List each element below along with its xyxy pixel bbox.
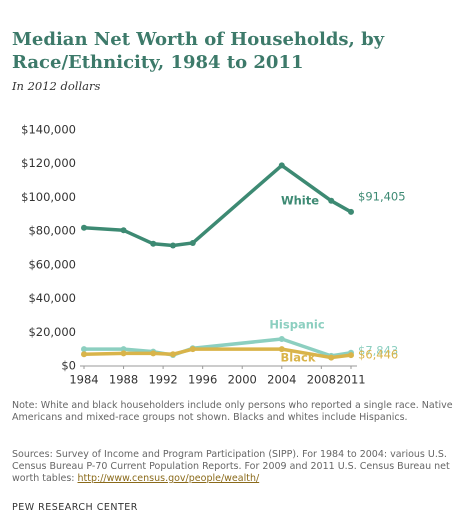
data-point bbox=[348, 208, 354, 215]
y-tick-label: $20,000 bbox=[28, 325, 76, 339]
x-tick-label: 1988 bbox=[109, 373, 138, 387]
data-point bbox=[278, 346, 285, 353]
data-point bbox=[81, 346, 87, 353]
data-point bbox=[189, 239, 196, 246]
x-tick-label: 1996 bbox=[188, 373, 217, 387]
data-point bbox=[120, 227, 127, 234]
x-tick-label: 2004 bbox=[267, 373, 296, 387]
value-label: $7,843 bbox=[358, 343, 398, 357]
footer: PEW RESEARCH CENTER bbox=[12, 502, 138, 513]
x-tick-label: 1984 bbox=[69, 373, 98, 387]
series-label: Black bbox=[281, 351, 316, 365]
data-point bbox=[189, 346, 196, 353]
note: Note: White and black householders inclu… bbox=[12, 400, 453, 423]
data-point bbox=[278, 336, 285, 343]
y-tick-label: $100,000 bbox=[21, 190, 76, 204]
y-tick-label: $140,000 bbox=[21, 123, 76, 137]
data-point bbox=[328, 197, 335, 204]
data-point bbox=[328, 354, 335, 361]
y-tick-label: $0 bbox=[61, 359, 76, 373]
data-point bbox=[150, 350, 157, 357]
sources: Sources: Survey of Income and Program Pa… bbox=[12, 449, 458, 485]
x-tick-label: 1992 bbox=[148, 373, 177, 387]
series-label: Hispanic bbox=[269, 318, 325, 332]
chart-title: Median Net Worth of Households, by Race/… bbox=[12, 29, 385, 73]
data-point bbox=[81, 351, 87, 358]
chart: $0 $20,000 $40,000 $60,000 $80,000 $100,000 $1… bbox=[21, 123, 406, 387]
y-tick-label: $120,000 bbox=[21, 156, 76, 170]
y-tick-label: $60,000 bbox=[28, 257, 76, 271]
series-label: White bbox=[281, 194, 319, 208]
y-tick-label: $40,000 bbox=[28, 291, 76, 305]
series-line bbox=[83, 347, 352, 360]
chart-subtitle: In 2012 dollars bbox=[12, 79, 101, 93]
x-tick-label: 2011 bbox=[336, 373, 365, 387]
data-point bbox=[150, 240, 157, 247]
data-point bbox=[170, 242, 176, 249]
series-line bbox=[83, 163, 352, 248]
value-label: $91,405 bbox=[358, 189, 406, 203]
y-tick-label: $80,000 bbox=[28, 224, 76, 238]
sources-text: Sources: Survey of Income and Program Pa… bbox=[12, 449, 450, 484]
data-point bbox=[81, 224, 87, 231]
data-point bbox=[348, 352, 354, 359]
x-tick-label: 2000 bbox=[228, 373, 257, 387]
value-label: $6,446 bbox=[358, 348, 398, 362]
x-tick-label: 2008 bbox=[307, 373, 336, 387]
data-point bbox=[170, 351, 176, 358]
data-point bbox=[120, 346, 127, 353]
data-point bbox=[120, 350, 127, 357]
data-point bbox=[278, 162, 285, 169]
sources-link[interactable]: http://www.census.gov/people/wealth/ bbox=[77, 473, 260, 484]
